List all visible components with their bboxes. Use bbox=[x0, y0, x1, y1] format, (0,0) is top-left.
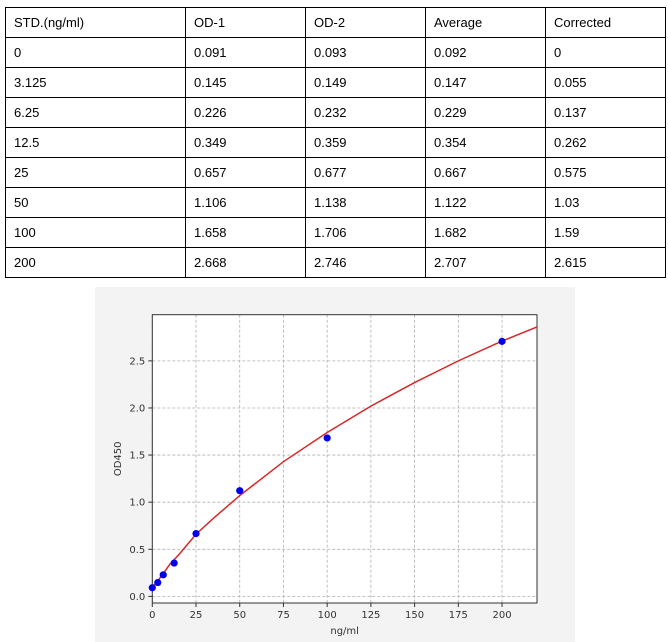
x-tick-label: 100 bbox=[318, 610, 337, 621]
x-tick-label: 0 bbox=[149, 610, 155, 621]
table-row: 100 1.658 1.706 1.682 1.59 bbox=[5, 217, 666, 248]
table-cell: 0.667 bbox=[425, 157, 546, 188]
y-tick-label: 2.0 bbox=[129, 403, 145, 414]
data-point bbox=[154, 578, 162, 587]
plot-area bbox=[152, 314, 538, 603]
table-cell: 100 bbox=[5, 217, 186, 248]
column-header: Average bbox=[425, 7, 546, 38]
data-point bbox=[323, 434, 331, 442]
table-cell: 200 bbox=[5, 247, 186, 278]
table-row: 50 1.106 1.138 1.122 1.03 bbox=[5, 187, 666, 218]
chart-svg: 0 25 50 75 100 125 150 175 200 0.0 0.5 1.0 1.5 2.0 2.5… bbox=[113, 314, 538, 637]
data-point bbox=[170, 559, 178, 567]
x-tick-label: 150 bbox=[405, 610, 424, 621]
table-cell: 2.707 bbox=[425, 247, 546, 278]
table-cell: 1.122 bbox=[425, 187, 546, 218]
table-cell: 50 bbox=[5, 187, 186, 218]
y-tick-label: 2.5 bbox=[129, 356, 145, 367]
table-cell: 0.677 bbox=[305, 157, 426, 188]
column-header: OD-1 bbox=[185, 7, 306, 38]
y-tick-label: 0.5 bbox=[129, 545, 145, 556]
table-row: 25 0.657 0.677 0.667 0.575 bbox=[5, 157, 666, 188]
table-cell: 0.091 bbox=[185, 37, 306, 68]
x-tick-label: 75 bbox=[277, 610, 290, 621]
table-cell: 12.5 bbox=[5, 127, 186, 158]
x-tick-label: 50 bbox=[233, 610, 246, 621]
column-header: Corrected bbox=[545, 7, 666, 38]
column-header: OD-2 bbox=[305, 7, 426, 38]
table-cell: 0 bbox=[5, 37, 186, 68]
table-cell: 2.746 bbox=[305, 247, 426, 278]
table-row: 12.5 0.349 0.359 0.354 0.262 bbox=[5, 127, 666, 158]
table-cell: 0.092 bbox=[425, 37, 546, 68]
y-tick-label: 1.0 bbox=[129, 498, 145, 509]
data-point bbox=[498, 337, 506, 345]
x-tick-label: 200 bbox=[492, 610, 511, 621]
table-row: 3.125 0.145 0.149 0.147 0.055 bbox=[5, 67, 666, 98]
x-axis-label: ng/ml bbox=[330, 626, 359, 637]
table-cell: 1.682 bbox=[425, 217, 546, 248]
table-cell: 0.354 bbox=[425, 127, 546, 158]
table-row: 0 0.091 0.093 0.092 0 bbox=[5, 37, 666, 68]
table-cell: 25 bbox=[5, 157, 186, 188]
x-tick-label: 175 bbox=[449, 610, 468, 621]
table-cell: 0.093 bbox=[305, 37, 426, 68]
plot-frame bbox=[151, 314, 538, 604]
table-cell: 0.657 bbox=[185, 157, 306, 188]
table-cell: 0.145 bbox=[185, 67, 306, 98]
table-cell: 0.232 bbox=[305, 97, 426, 128]
table-cell: 0.055 bbox=[545, 67, 666, 98]
table-cell: 1.03 bbox=[545, 187, 666, 218]
table-cell: 0.147 bbox=[425, 67, 546, 98]
table-cell: 1.706 bbox=[305, 217, 426, 248]
y-axis-label: OD450 bbox=[113, 442, 124, 477]
table-cell: 1.138 bbox=[305, 187, 426, 218]
table-cell: 1.59 bbox=[545, 217, 666, 248]
table-cell: 2.615 bbox=[545, 247, 666, 278]
table-row: 200 2.668 2.746 2.707 2.615 bbox=[5, 247, 666, 278]
standards-table: STD.(ng/ml) OD-1 OD-2 Average Corrected 0 0.09… bbox=[5, 7, 666, 278]
table-cell: 6.25 bbox=[5, 97, 186, 128]
data-point bbox=[148, 584, 156, 592]
standard-curve-chart: 0 25 50 75 100 125 150 175 200 0.0 0.5 1.0 1.5 2.0 2.5… bbox=[95, 287, 575, 642]
y-tick-label: 0.0 bbox=[129, 592, 145, 603]
table-cell: 0.349 bbox=[185, 127, 306, 158]
table-cell: 1.106 bbox=[185, 187, 306, 218]
data-point bbox=[159, 571, 167, 579]
table-row: 6.25 0.226 0.232 0.229 0.137 bbox=[5, 97, 666, 128]
table-cell: 0.575 bbox=[545, 157, 666, 188]
data-point bbox=[236, 487, 244, 495]
y-tick-label: 1.5 bbox=[129, 451, 145, 462]
x-tick-label: 25 bbox=[190, 610, 203, 621]
table-cell: 0.226 bbox=[185, 97, 306, 128]
x-tick-label: 125 bbox=[361, 610, 380, 621]
column-header: STD.(ng/ml) bbox=[5, 7, 186, 38]
table-cell: 0.149 bbox=[305, 67, 426, 98]
table-cell: 0.229 bbox=[425, 97, 546, 128]
data-point bbox=[192, 529, 200, 538]
table-cell: 0.262 bbox=[545, 127, 666, 158]
table-cell: 0.137 bbox=[545, 97, 666, 128]
table-cell: 0.359 bbox=[305, 127, 426, 158]
table-cell: 1.658 bbox=[185, 217, 306, 248]
table-cell: 3.125 bbox=[5, 67, 186, 98]
table-cell: 2.668 bbox=[185, 247, 306, 278]
table-header-row: STD.(ng/ml) OD-1 OD-2 Average Corrected bbox=[5, 7, 666, 38]
table-cell: 0 bbox=[545, 37, 666, 68]
